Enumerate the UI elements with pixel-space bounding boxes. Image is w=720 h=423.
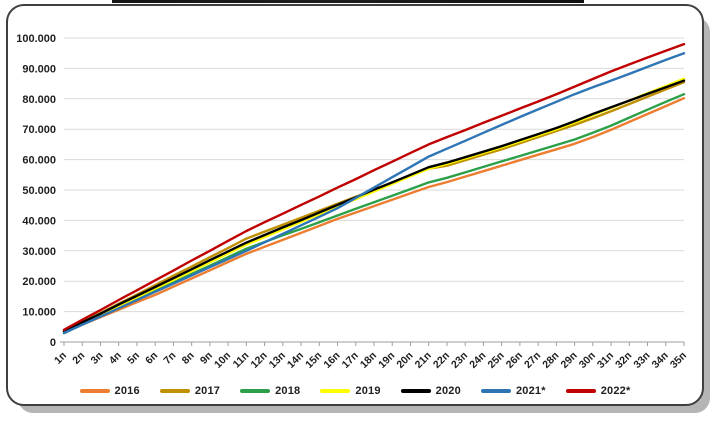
chart-frame: 0 10.000 20.000 30.000 40.000 50.000 60.000 70.… (6, 4, 704, 406)
y-axis-tick-label: 60.000 (22, 155, 56, 167)
legend-label: 2018 (275, 385, 301, 397)
legend-label: 2016 (114, 385, 140, 397)
legend-label: 2020 (435, 385, 461, 397)
series-line-2022 (62, 42, 686, 331)
legend-line-swatch (79, 389, 110, 393)
x-axis-tick-label: 32п (613, 350, 634, 371)
x-axis-tick-label: 15п (303, 350, 324, 371)
x-axis-tick-label: 4п (107, 350, 124, 367)
legend-item-2016[interactable]: 2016 (79, 385, 140, 397)
x-axis-tick-label: 16п (321, 350, 342, 371)
legend-item-2022[interactable]: 2022* (565, 385, 631, 397)
x-axis-tick-label: 27п (522, 350, 543, 371)
y-axis-tick-label: 0 (50, 337, 56, 349)
y-axis-tick-label: 70.000 (22, 124, 56, 136)
x-axis-tick-label: 25п (486, 350, 507, 371)
legend-item-2018[interactable]: 2018 (240, 385, 300, 397)
y-axis-tick-label: 10.000 (22, 307, 56, 319)
x-axis-tick-label: 5п (125, 350, 142, 367)
x-axis-tick-label: 20п (394, 350, 415, 371)
legend-label: 2022* (600, 385, 631, 397)
x-axis-tick-label: 26п (504, 350, 525, 371)
x-axis-tick-label: 3п (88, 350, 105, 367)
line-chart-plot: 0 10.000 20.000 30.000 40.000 50.000 60.000 70.… (16, 33, 689, 371)
chart-legend: 2016 2017 2018 2019 2020 2021* 2022* (8, 385, 702, 397)
legend-line-swatch (565, 389, 596, 393)
y-axis-tick-label: 100.000 (16, 33, 56, 45)
x-axis-tick-label: 13п (267, 350, 288, 371)
x-axis-tick-label: 7п (161, 350, 178, 367)
series-line-2021 (62, 52, 686, 335)
x-axis-tick-label: 24п (467, 350, 488, 371)
legend-item-2020[interactable]: 2020 (400, 385, 461, 397)
x-axis-tick-label: 28п (540, 350, 561, 371)
legend-label: 2017 (194, 385, 221, 397)
legend-label: 2021* (515, 385, 546, 397)
x-axis-tick-label: 10п (212, 350, 233, 371)
x-axis-tick-label: 8п (180, 350, 197, 367)
legend-line-swatch (480, 389, 511, 393)
legend-line-swatch (240, 389, 271, 393)
x-axis-tick-label: 23п (449, 350, 470, 371)
x-axis-tick-label: 11п (231, 350, 252, 371)
series-line-2020 (62, 79, 686, 333)
y-axis-tick-label: 90.000 (22, 63, 56, 75)
x-axis-tick-label: 14п (285, 350, 306, 371)
x-axis-tick-label: 22п (431, 350, 452, 371)
x-axis-tick-label: 31п (595, 350, 616, 371)
legend-item-2017[interactable]: 2017 (159, 385, 221, 397)
x-axis-tick-label: 29п (558, 350, 579, 371)
x-axis-tick-label: 12п (248, 350, 269, 371)
x-axis-tick-label: 33п (631, 350, 652, 371)
x-axis-tick-label: 19п (376, 350, 397, 371)
y-axis-tick-label: 80.000 (22, 94, 56, 106)
x-axis-tick-label: 34п (650, 350, 671, 371)
series-line-2016 (62, 96, 686, 334)
x-axis-tick-label: 17п (340, 350, 361, 371)
y-axis-tick-label: 30.000 (22, 246, 56, 258)
legend-line-swatch (159, 389, 190, 393)
cropped-title-strip (112, 0, 584, 3)
legend-item-2019[interactable]: 2019 (320, 385, 380, 397)
y-axis-tick-label: 40.000 (22, 215, 56, 227)
x-axis-tick-label: 30п (577, 350, 598, 371)
x-axis-tick-label: 2п (70, 350, 87, 367)
x-axis-tick-label: 21п (413, 350, 434, 371)
x-axis-tick-label: 35п (668, 350, 689, 371)
legend-line-swatch (320, 389, 351, 393)
series-line-2018 (62, 92, 686, 335)
legend-item-2021[interactable]: 2021* (480, 385, 546, 397)
legend-line-swatch (400, 389, 431, 393)
y-axis-tick-label: 20.000 (22, 276, 56, 288)
x-axis-tick-label: 18п (358, 350, 379, 371)
x-axis-tick-label: 6п (143, 350, 160, 367)
legend-label: 2019 (355, 385, 381, 397)
y-axis-tick-label: 50.000 (22, 185, 56, 197)
x-axis-tick-label: 1п (52, 350, 69, 367)
